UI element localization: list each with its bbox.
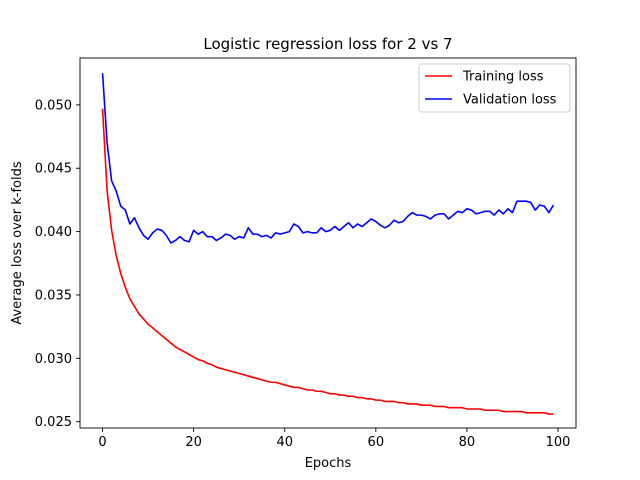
x-tick-label: 0 xyxy=(98,435,106,450)
plot-area: 0 20 40 60 80 100 0.025 0.030 0.035 0.040 0.045 0.0… xyxy=(35,57,577,450)
legend-label-validation: Validation loss xyxy=(463,93,557,108)
x-tick-label: 60 xyxy=(368,435,385,450)
x-tick-label: 40 xyxy=(276,435,293,450)
y-tick-label: 0.050 xyxy=(35,98,72,113)
y-tick-label: 0.040 xyxy=(35,225,72,240)
x-tick-label: 100 xyxy=(546,435,571,450)
y-tick-label: 0.025 xyxy=(35,415,72,430)
legend-box xyxy=(418,63,571,113)
legend: Training loss Validation loss xyxy=(418,63,571,113)
x-tick-label: 80 xyxy=(459,435,476,450)
y-tick-label: 0.030 xyxy=(35,352,72,367)
x-axis-label: Epochs xyxy=(305,456,352,471)
y-tick-label: 0.035 xyxy=(35,288,72,303)
y-tick-label: 0.045 xyxy=(35,162,72,177)
x-tick-label: 20 xyxy=(185,435,202,450)
y-axis-label: Average loss over k-folds xyxy=(10,161,25,324)
series-line-training xyxy=(101,108,554,415)
series-line-validation xyxy=(101,73,555,244)
chart-title: Logistic regression loss for 2 vs 7 xyxy=(203,35,452,53)
legend-label-training: Training loss xyxy=(462,70,544,85)
axes-frame xyxy=(79,57,577,429)
